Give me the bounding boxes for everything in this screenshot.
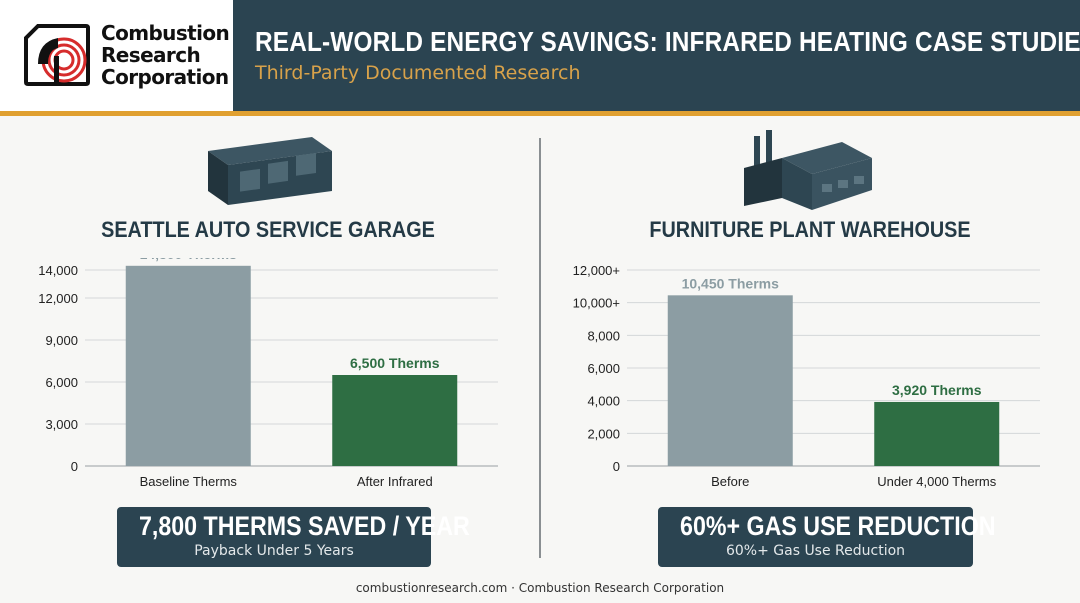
logo-line-3: Corporation	[101, 65, 229, 89]
y-tick-label: 12,000+	[573, 263, 620, 278]
x-category-label: Under 4,000 Therms	[877, 474, 996, 489]
case-title-left: SEATTLE AUTO SERVICE GARAGE	[101, 217, 435, 242]
summary-box-right: 60%+ GAS USE REDUCTION 60%+ Gas Use Redu…	[658, 507, 996, 567]
y-tick-label: 14,000	[38, 263, 78, 278]
logo-line-1: Combustion	[101, 21, 230, 45]
bar	[125, 265, 251, 466]
footer-credit: combustionresearch.com · Combustion Rese…	[355, 581, 725, 595]
y-tick-label: 3,000	[45, 417, 78, 432]
x-category-label: After Infrared	[357, 474, 433, 489]
case-title-right: FURNITURE PLANT WAREHOUSE	[649, 217, 971, 242]
logo-wordmark: Combustion Research Corporation	[101, 22, 231, 88]
y-tick-label: 8,000	[587, 328, 620, 343]
y-tick-label: 6,000	[587, 361, 620, 376]
bar	[667, 295, 793, 466]
logo-line-2: Research	[101, 43, 201, 67]
bar	[874, 401, 1000, 466]
y-tick-label: 2,000	[587, 426, 620, 441]
logo: Combustion Research Corporation	[0, 0, 233, 111]
header-banner: Combustion Research Corporation REAL-WOR…	[0, 0, 1080, 111]
summary-headline-left: 7,800 THERMS SAVED / YEAR	[138, 511, 470, 541]
bar-data-label: 14,300 Therms	[140, 258, 237, 262]
garage-building-icon	[208, 137, 332, 205]
factory-building-icon	[744, 130, 872, 210]
y-tick-label: 6,000	[45, 375, 78, 390]
y-tick-label: 9,000	[45, 333, 78, 348]
bar	[332, 375, 458, 466]
chart-seattle-garage: 0 3,000 6,000 9,000 12,000 14,000 14,300 Therm…	[38, 258, 498, 489]
summary-headline-right: 60%+ GAS USE REDUCTION	[680, 511, 996, 541]
x-category-label: Before	[711, 474, 749, 489]
y-tick-label: 12,000	[38, 291, 78, 306]
y-tick-label: 0	[71, 459, 78, 474]
summary-box-left: 7,800 THERMS SAVED / YEAR Payback Under …	[117, 507, 470, 567]
bar-data-label: 10,450 Therms	[682, 275, 779, 291]
y-tick-label: 0	[613, 459, 620, 474]
flame-target-logo-icon	[24, 24, 90, 86]
page-subtitle: Third-Party Documented Research	[255, 62, 581, 84]
bar-data-label: 6,500 Therms	[350, 355, 440, 371]
summary-detail-left: Payback Under 5 Years	[194, 543, 354, 559]
y-tick-label: 4,000	[587, 394, 620, 409]
bar-data-label: 3,920 Therms	[892, 382, 982, 398]
page-title: REAL-WORLD ENERGY SAVINGS: INFRARED HEAT…	[255, 26, 1080, 57]
section-divider	[539, 138, 541, 558]
summary-detail-right: 60%+ Gas Use Reduction	[725, 543, 906, 559]
x-category-label: Baseline Therms	[140, 474, 238, 489]
accent-rule	[0, 111, 1080, 116]
chart-furniture-plant: 0 2,000 4,000 6,000 8,000 10,000+ 12,000+ 10,45…	[573, 263, 1040, 489]
y-tick-label: 10,000+	[573, 296, 620, 311]
